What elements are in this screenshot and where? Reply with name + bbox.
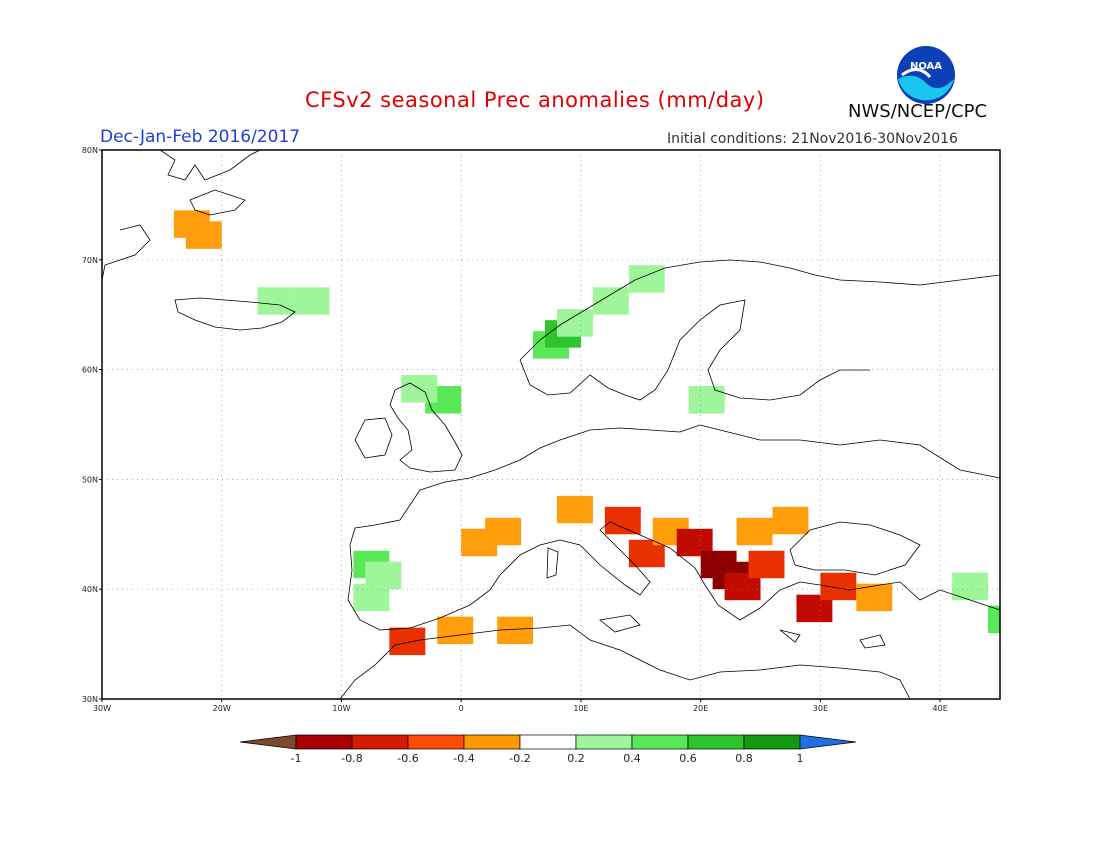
anomaly-cell — [389, 627, 426, 656]
africa-coast — [339, 624, 911, 699]
anomaly-cell — [353, 583, 390, 612]
lat-tick-label: 70N — [82, 256, 98, 265]
colorbar-label: 0.8 — [735, 752, 753, 765]
lat-tick-label: 60N — [82, 366, 98, 375]
colorbar-segment — [631, 734, 689, 750]
initial-conditions-label: Initial conditions: 21Nov2016-30Nov2016 — [667, 131, 958, 147]
iceland-coast — [174, 297, 296, 331]
colorbar-label: -0.4 — [453, 752, 474, 765]
anomaly-cell — [952, 572, 989, 601]
anomaly-layer — [173, 210, 1000, 656]
anomaly-cell — [257, 287, 294, 315]
lon-tick-label: 30E — [813, 704, 828, 713]
scandinavia-coast — [519, 259, 1000, 401]
colorbar-segment — [687, 734, 745, 750]
lon-tick-label: 10E — [573, 704, 588, 713]
colorbar-label: -0.6 — [397, 752, 418, 765]
islands-coast — [546, 547, 886, 649]
map-frame — [101, 149, 1001, 700]
noaa-logo-icon: NOAA — [897, 46, 955, 104]
colorbar-label: 0.6 — [679, 752, 697, 765]
anomaly-cell — [988, 605, 1000, 634]
lon-tick-label: 20W — [213, 704, 231, 713]
colorbar-segment — [519, 734, 577, 750]
colorbar-label: 1 — [797, 752, 804, 765]
anomaly-cell — [556, 495, 593, 524]
chart-title: CFSv2 seasonal Prec anomalies (mm/day) — [305, 88, 765, 112]
anomaly-cell — [604, 506, 641, 535]
anomaly-cell — [437, 616, 474, 645]
greenland-coast — [102, 150, 261, 281]
lon-tick-label: 30W — [93, 704, 111, 713]
colorbar-segment — [351, 734, 409, 750]
lon-tick-label: 10W — [332, 704, 350, 713]
anomaly-cell — [820, 572, 857, 601]
colorbar-label: -0.8 — [341, 752, 362, 765]
colorbar-arrow-low — [239, 734, 297, 750]
anomaly-cell — [185, 221, 222, 249]
anomaly-cell — [293, 287, 330, 315]
europe-coast — [347, 424, 1000, 631]
anomaly-cell — [556, 309, 593, 337]
anomaly-cell — [772, 506, 809, 535]
agency-label: NWS/NCEP/CPC — [848, 101, 988, 122]
black-sea-coast — [789, 521, 921, 576]
colorbar: -1 -0.8 -0.6 -0.4 -0.2 0.2 0.4 0.6 0.8 1 — [239, 734, 857, 765]
lat-tick-label: 40N — [82, 585, 98, 594]
lon-tick-label: 40E — [933, 704, 948, 713]
colorbar-segment — [743, 734, 801, 750]
anomaly-cell — [592, 287, 629, 315]
anomaly-cell — [485, 517, 522, 546]
colorbar-label: -1 — [291, 752, 302, 765]
lat-tick-label: 30N — [82, 695, 98, 704]
lat-tick-label: 80N — [82, 146, 98, 155]
anomaly-cell — [748, 550, 785, 579]
anomaly-cell — [497, 616, 534, 645]
noaa-logo-text: NOAA — [910, 61, 942, 72]
colorbar-segment — [463, 734, 521, 750]
anomaly-cell — [628, 265, 665, 293]
colorbar-segment — [295, 734, 353, 750]
colorbar-label: 0.2 — [567, 752, 585, 765]
axis-ticks: 30N 40N 50N 60N 70N 80N 30W 20W 10W 0 10E 20E 30E 40E — [82, 146, 948, 713]
colorbar-label: 0.4 — [623, 752, 641, 765]
lat-tick-label: 50N — [82, 475, 98, 484]
gridlines — [102, 150, 1000, 699]
colorbar-label: -0.2 — [509, 752, 530, 765]
anomaly-cell — [736, 517, 773, 546]
colorbar-segment — [407, 734, 465, 750]
anomaly-cell — [688, 386, 725, 414]
colorbar-segment — [575, 734, 633, 750]
coastline-layer — [102, 150, 1000, 699]
britain-coast — [354, 382, 463, 473]
lon-tick-label: 0 — [459, 704, 464, 713]
lon-tick-label: 20E — [693, 704, 708, 713]
season-label: Dec-Jan-Feb 2016/2017 — [100, 127, 301, 147]
colorbar-arrow-high — [799, 734, 857, 750]
